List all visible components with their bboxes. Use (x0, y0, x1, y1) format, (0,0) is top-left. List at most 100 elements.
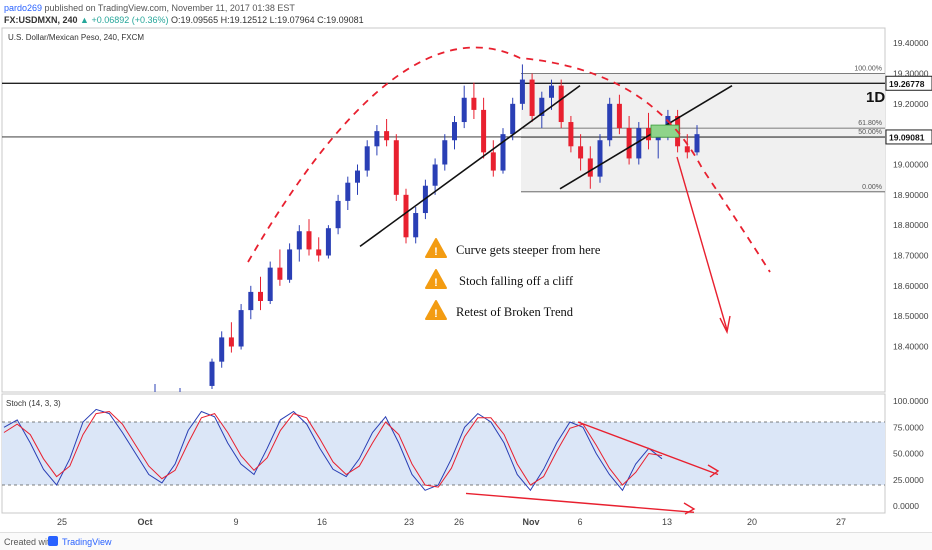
candle-body (209, 361, 215, 386)
time-axis-tick: 6 (577, 517, 582, 527)
candle-body (393, 140, 399, 195)
time-axis-tick: 25 (57, 517, 67, 527)
candle-body (248, 291, 254, 311)
tradingview-logo-icon (48, 536, 58, 546)
stoch-axis-tick: 25.0000 (893, 475, 924, 485)
warning-icon (425, 300, 447, 320)
annotation-text: Stoch falling off a cliff (459, 274, 574, 288)
price-axis-tick: 19.00000 (893, 160, 929, 170)
time-axis-tick: 23 (404, 517, 414, 527)
time-axis-tick: 9 (233, 517, 238, 527)
candle-body (587, 158, 593, 177)
fib-retracement-box (521, 73, 885, 192)
price-axis-tick: 18.90000 (893, 190, 929, 200)
publish-info: pardo269 published on TradingView.com, N… (4, 3, 295, 13)
candle-body (335, 200, 341, 229)
stoch-axis-tick: 50.0000 (893, 449, 924, 459)
candle-body (519, 79, 525, 104)
annotation-text: Retest of Broken Trend (456, 305, 574, 319)
candle-body (471, 97, 477, 110)
stoch-axis-tick: 100.0000 (893, 396, 929, 406)
author-link[interactable]: pardo269 (4, 3, 43, 13)
price-axis-tick: 18.50000 (893, 311, 929, 321)
warning-icon-mark: ! (434, 277, 438, 289)
candle-body (558, 85, 564, 123)
price-axis-tick: 18.80000 (893, 220, 929, 230)
candle-body (277, 267, 283, 280)
published-text: published on TradingView.com, November 1… (42, 3, 295, 13)
stoch-divergence-bottom (465, 492, 695, 513)
candle-body (529, 79, 535, 116)
candle-body (684, 146, 690, 153)
warning-icon-mark: ! (434, 308, 438, 320)
candle-body (646, 128, 651, 141)
candle-body (364, 146, 370, 171)
arrow-head-icon (707, 464, 720, 478)
symbol-label[interactable]: FX:USDMXN, 240 (4, 15, 78, 25)
candle-body (413, 213, 419, 238)
fib-level-label: 100.00% (854, 66, 882, 73)
price-axis-tick: 18.40000 (893, 342, 929, 352)
timeframe-label: 1D (866, 89, 885, 106)
time-axis-tick: 27 (836, 517, 846, 527)
tradingview-brand-link[interactable]: TradingView (62, 537, 112, 547)
price-axis-tick: 19.20000 (893, 99, 929, 109)
candle-body (384, 131, 390, 141)
candle-body (403, 194, 409, 238)
projection-arrow (676, 156, 728, 331)
arrow-head-icon (719, 315, 731, 335)
price-label: 19.26778 (889, 79, 925, 89)
time-axis-tick: 26 (454, 517, 464, 527)
stoch-axis-tick: 75.0000 (893, 422, 924, 432)
time-axis-tick: 16 (317, 517, 327, 527)
chart-header: pardo269 published on TradingView.com, N… (0, 0, 932, 28)
candle-body (238, 310, 244, 347)
candle-body (345, 182, 351, 201)
candle-body (287, 249, 293, 280)
candle-body (374, 131, 380, 147)
candle-body (626, 128, 632, 159)
symbol-info: FX:USDMXN, 240 ▲ +0.06892 (+0.36%) O:19.… (4, 15, 364, 25)
candle-body (490, 152, 496, 171)
warning-icon (425, 269, 447, 289)
price-axis-tick: 19.30000 (893, 69, 929, 79)
candle-body (432, 164, 438, 186)
candle-body (568, 122, 574, 147)
candle-body (442, 140, 448, 165)
time-axis-tick: Nov (522, 517, 539, 527)
candle-body (597, 140, 603, 177)
time-axis-tick: Oct (137, 517, 152, 527)
price-change: ▲ +0.06892 (+0.36%) (80, 15, 169, 25)
annotation-text: Curve gets steeper from here (456, 243, 601, 257)
price-axis-tick: 19.40000 (893, 38, 929, 48)
candle-body (228, 337, 234, 347)
candle-body (461, 97, 467, 123)
time-axis-tick: 20 (747, 517, 757, 527)
price-axis-tick: 18.60000 (893, 281, 929, 291)
stoch-line (3, 410, 663, 488)
price-label: 19.09081 (889, 132, 925, 142)
candle-body (452, 122, 457, 141)
candle-body (258, 291, 263, 301)
created-with-label: Created with (4, 537, 55, 547)
time-axis-tick: 13 (662, 517, 672, 527)
candle-body (510, 103, 516, 135)
candle-body (316, 249, 322, 256)
candle-body (500, 134, 506, 171)
stoch-title: Stoch (14, 3, 3) (6, 399, 61, 408)
ohlc-values: O:19.09565 H:19.12512 L:19.07964 C:19.09… (171, 15, 364, 25)
candle-body (549, 85, 554, 98)
fib-level-label: 0.00% (862, 184, 882, 191)
candle-body (636, 128, 642, 159)
arrow-head-icon (683, 502, 696, 515)
price-axis-tick: 18.70000 (893, 251, 929, 261)
stoch-divergence-top (577, 421, 719, 476)
price-chart-title: U.S. Dollar/Mexican Peso, 240, FXCM (8, 33, 144, 42)
candle-body (481, 109, 487, 153)
warning-icon-mark: ! (434, 246, 438, 258)
candle-body (578, 146, 584, 159)
candle-body (616, 103, 622, 129)
stoch-line (3, 408, 663, 492)
candle-body (325, 228, 331, 256)
